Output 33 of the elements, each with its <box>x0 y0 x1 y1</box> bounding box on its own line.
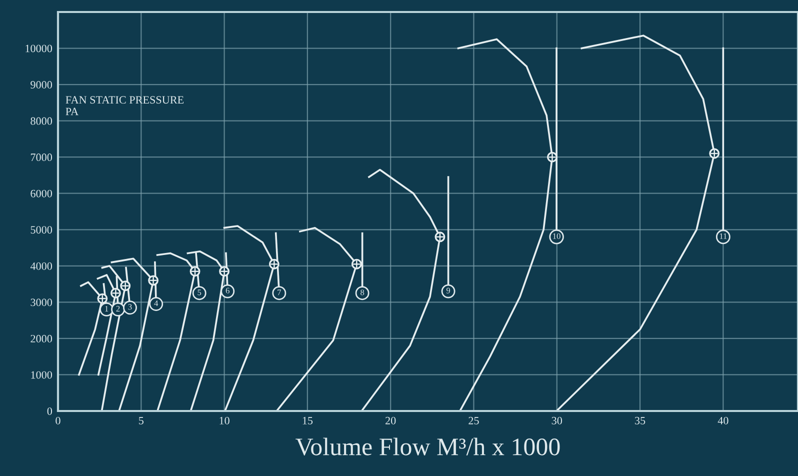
y-tick-label: 7000 <box>30 154 52 162</box>
y-tick-label: 0 <box>47 407 52 415</box>
x-tick-label: 20 <box>386 416 396 424</box>
y-tick-label: 4000 <box>30 262 52 270</box>
annotation: 3 <box>128 304 132 310</box>
annotation: 6 <box>226 288 230 294</box>
annotation: 11 <box>720 233 727 239</box>
x-tick-label: 0 <box>56 416 60 424</box>
x-tick-label: 25 <box>468 416 479 424</box>
y-tick-label: 3000 <box>30 298 52 306</box>
y-tick-label: 8000 <box>30 117 52 125</box>
x-tick-label: 35 <box>635 416 646 424</box>
x-tick-label: 10 <box>220 416 230 424</box>
y-tick-label: 6000 <box>30 190 52 198</box>
x-tick-label: 40 <box>718 416 728 424</box>
annotation: 1 <box>105 306 108 312</box>
annotation: 9 <box>446 288 450 294</box>
annotation: 5 <box>198 290 202 296</box>
annotation: 4 <box>154 300 158 306</box>
y-tick-label: 1000 <box>31 371 52 379</box>
y-tick-label: 5000 <box>30 226 52 234</box>
annotation: 8 <box>360 290 364 296</box>
x-tick-label: 30 <box>552 416 562 424</box>
y-tick-label: 10000 <box>26 44 52 52</box>
annotation: 10 <box>553 233 560 239</box>
y-tick-label: 9000 <box>30 81 52 89</box>
x-tick-label: 15 <box>302 416 313 424</box>
annotation: 7 <box>278 290 282 296</box>
x-axis-title: Volume Flow M³/h x 1000 <box>296 438 560 456</box>
x-tick-label: 5 <box>139 416 144 424</box>
y-axis-title: FAN STATIC PRESSURE PA <box>66 96 184 116</box>
y-tick-label: 2000 <box>30 334 52 342</box>
annotation: 2 <box>116 306 120 312</box>
